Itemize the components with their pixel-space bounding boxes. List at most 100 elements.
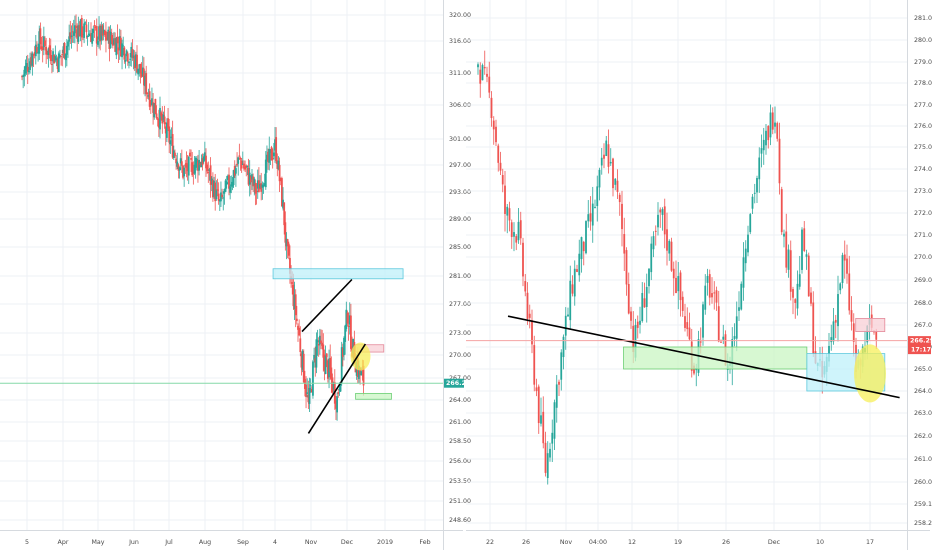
candle-body [144, 75, 146, 87]
candle [144, 70, 146, 97]
price-axis[interactable]: 320.00 316.00 311.00 306.00 301.00 297.00 293.… [449, 12, 471, 524]
candle-body [94, 26, 97, 28]
price-axis-label: 277.00 [914, 102, 932, 109]
candle [807, 252, 810, 297]
candle [139, 63, 142, 84]
yellow-highlight-marker[interactable] [854, 344, 886, 403]
candle [29, 52, 31, 74]
candle-body [187, 156, 190, 176]
candle-body [164, 126, 167, 134]
candle-body [180, 161, 183, 166]
candle [105, 21, 107, 53]
candle [306, 378, 309, 398]
candle [56, 56, 59, 73]
candle-body [171, 134, 174, 158]
candle [686, 307, 689, 337]
candle [177, 163, 180, 179]
candle [643, 282, 646, 308]
time-axis-label: 10 [816, 539, 824, 546]
candle [558, 379, 560, 396]
candle-body [261, 184, 264, 188]
trendline[interactable] [307, 343, 367, 434]
candle [553, 399, 556, 450]
candle [483, 50, 486, 75]
candle-body [330, 367, 333, 379]
candle [293, 281, 296, 320]
candle-body [263, 183, 266, 186]
candle-body [113, 38, 115, 45]
candle [141, 55, 144, 78]
candle [785, 213, 788, 273]
candle-body [25, 63, 28, 69]
candle-body [220, 192, 222, 202]
candle [252, 173, 255, 192]
price-axis[interactable]: 281.00 280.00 279.00 278.00 277.00 276.00 275.… [914, 15, 932, 527]
candle-body [255, 190, 258, 193]
trendline[interactable] [301, 278, 353, 333]
trendline[interactable] [507, 315, 900, 399]
price-axis-label: 265.00 [914, 366, 932, 373]
candle-body [74, 25, 76, 34]
candle-body [591, 203, 594, 226]
candle [183, 165, 186, 187]
yellow-highlight-marker[interactable] [350, 342, 371, 371]
candle [254, 179, 257, 206]
left-daily-chart[interactable]: 320.00 316.00 311.00 306.00 301.00 297.00 293.… [0, 0, 471, 550]
candle-body [560, 352, 563, 380]
time-axis[interactable]: 5 Apr May Jun Jul Aug Sep 4 Nov Dec 2019 Feb [25, 539, 431, 546]
candle-body [501, 175, 504, 185]
candle [688, 312, 691, 341]
pink-zone[interactable] [855, 317, 886, 332]
candle-body [650, 243, 653, 273]
candle [742, 242, 745, 301]
candle-body [240, 160, 243, 169]
candle-body [172, 150, 175, 159]
candle [157, 109, 160, 137]
candle-body [68, 36, 71, 42]
candle [191, 151, 194, 177]
candle [267, 148, 269, 170]
candle-body [314, 358, 317, 363]
time-axis-label: Jul [164, 539, 173, 546]
candle [201, 153, 204, 171]
candle [762, 127, 765, 165]
candle-body [846, 258, 848, 274]
candle-body [269, 149, 272, 153]
candle [679, 270, 682, 317]
candle-body [228, 174, 230, 189]
candle-body [785, 231, 788, 268]
candle [627, 272, 630, 315]
candle-body [111, 40, 114, 46]
right-hourly-chart[interactable]: 281.00 280.00 279.00 278.00 277.00 276.00 275.… [466, 0, 932, 550]
candle [209, 157, 212, 198]
candle-body [285, 238, 288, 247]
candle [113, 31, 115, 46]
candle-body [542, 411, 545, 444]
candle [706, 268, 709, 296]
time-axis[interactable]: 22 26 Nov 04:00 12 19 26 Dec 10 17 [486, 539, 874, 546]
candle-body [564, 315, 567, 336]
candle [508, 201, 511, 232]
candle [753, 183, 756, 204]
candle [506, 203, 509, 234]
candle [42, 26, 45, 56]
candle-body [235, 168, 237, 174]
cyan-zone[interactable] [272, 268, 404, 280]
price-axis-label: 280.00 [914, 37, 932, 44]
candle [713, 281, 716, 310]
price-axis-label: 263.00 [914, 410, 932, 417]
candle [109, 25, 112, 49]
candle [587, 200, 590, 228]
green-zone[interactable] [623, 346, 808, 370]
time-axis-label: 5 [25, 539, 29, 546]
candle [562, 334, 565, 370]
green-zone[interactable] [355, 392, 392, 400]
candle [246, 165, 249, 176]
candle [533, 335, 536, 392]
candle [248, 160, 251, 197]
candle-body [138, 64, 141, 71]
time-axis-label: Nov [305, 539, 318, 546]
candle [314, 346, 317, 377]
candle [176, 152, 179, 170]
candle [537, 384, 540, 434]
